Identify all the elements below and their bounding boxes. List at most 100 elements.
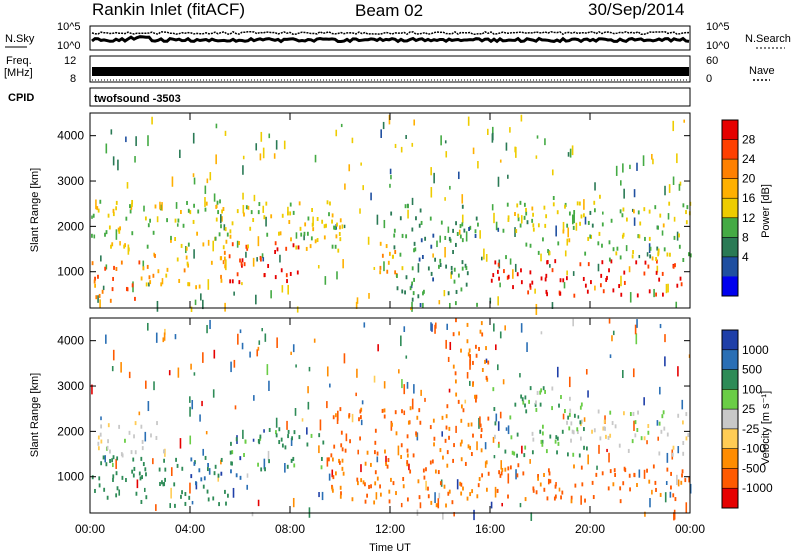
data-cell [415, 431, 417, 436]
data-cell [356, 477, 359, 482]
data-cell [385, 462, 388, 467]
data-cell [326, 200, 329, 205]
data-cell [364, 482, 366, 487]
data-cell [546, 292, 548, 297]
data-cell [287, 211, 289, 216]
data-cell [514, 212, 516, 217]
data-cell [607, 486, 610, 491]
data-cell [664, 185, 666, 196]
data-cell [514, 263, 517, 272]
data-cell [546, 496, 549, 501]
data-cell [223, 256, 226, 261]
data-cell [432, 418, 435, 423]
data-cell [109, 458, 111, 463]
data-cell [668, 201, 671, 206]
data-cell [571, 214, 574, 225]
data-cell [637, 210, 640, 215]
data-cell [406, 434, 409, 439]
data-cell [274, 275, 277, 280]
data-cell [634, 420, 637, 425]
data-cell [602, 426, 605, 431]
data-cell [394, 410, 397, 415]
data-cell [472, 147, 475, 155]
data-cell [263, 458, 266, 470]
data-cell [436, 240, 438, 248]
colorbar-swatch [722, 256, 738, 277]
data-cell [584, 251, 587, 256]
data-cell [230, 469, 232, 474]
data-cell [529, 270, 532, 275]
data-cell [452, 364, 455, 369]
data-cell [664, 356, 666, 367]
data-cell [162, 337, 165, 343]
data-cell [500, 460, 503, 470]
data-cell [287, 206, 289, 215]
data-cell [492, 273, 495, 278]
data-cell [440, 135, 442, 146]
data-cell [574, 483, 577, 488]
data-cell [512, 285, 514, 290]
data-cell [433, 172, 435, 184]
data-cell [629, 487, 631, 492]
data-cell [442, 455, 444, 460]
data-cell [540, 388, 543, 393]
data-cell [681, 399, 684, 410]
data-cell [507, 174, 509, 179]
data-cell [94, 488, 96, 493]
data-cell [438, 264, 440, 269]
data-cell [532, 212, 534, 217]
data-cell [485, 254, 488, 262]
data-cell [573, 413, 576, 418]
data-cell [111, 287, 114, 292]
data-cell [411, 197, 414, 206]
data-cell [357, 449, 360, 455]
data-cell [152, 273, 155, 278]
data-cell [204, 455, 207, 460]
data-cell [291, 436, 294, 441]
data-cell [466, 322, 469, 327]
data-cell [628, 473, 631, 478]
colorbar-tick-label: -1000 [742, 481, 773, 495]
data-cell [231, 450, 234, 455]
data-cell [453, 443, 455, 448]
data-cell [554, 484, 557, 489]
data-cell [612, 482, 615, 487]
data-cell [202, 352, 204, 363]
data-cell [344, 448, 347, 453]
data-cell [566, 238, 569, 246]
data-cell [314, 239, 317, 244]
data-cell [270, 214, 273, 219]
data-cell [306, 231, 309, 236]
data-cell [439, 448, 442, 453]
data-cell [396, 273, 398, 278]
data-cell [335, 129, 338, 137]
data-cell [452, 250, 454, 255]
cpid-text: twofsound -3503 [94, 93, 181, 105]
cpid-panel: CPID twofsound -3503 [8, 87, 691, 107]
data-cell [566, 223, 569, 228]
data-cell [198, 468, 201, 473]
data-cell [179, 149, 181, 159]
data-cell [643, 436, 646, 441]
data-cell [418, 257, 421, 262]
data-cell [659, 492, 662, 497]
data-cell [318, 492, 320, 498]
data-cell [541, 442, 544, 447]
data-cell [580, 495, 582, 505]
data-cell [454, 242, 457, 247]
ytick-label: 3000 [57, 174, 84, 188]
data-cell [259, 153, 262, 161]
nave-tick-top: 60 [706, 55, 718, 67]
data-cell [251, 511, 254, 517]
data-cell [678, 233, 680, 238]
data-cell [155, 435, 158, 440]
data-cell [470, 452, 473, 457]
data-cell [281, 213, 284, 218]
data-cell [287, 434, 289, 439]
data-cell [551, 268, 554, 273]
data-cell [447, 291, 450, 296]
data-cell [258, 340, 261, 345]
data-cell [224, 264, 227, 269]
